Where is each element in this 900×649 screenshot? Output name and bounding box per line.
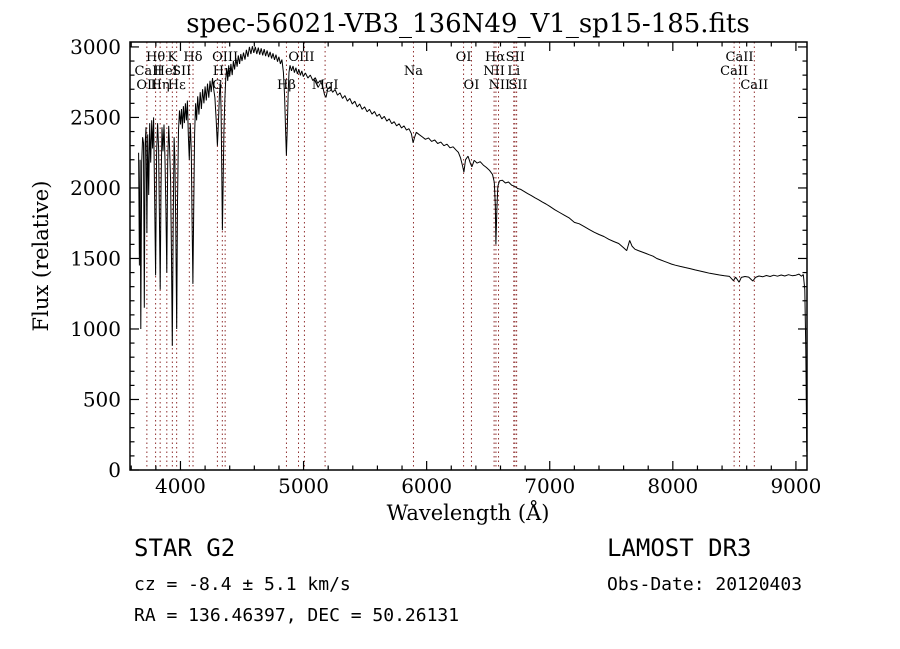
spectral-line-label: SII xyxy=(506,50,525,65)
spectral-line-label: OIII xyxy=(212,50,238,65)
spectral-line-label: SII xyxy=(172,64,191,79)
x-tick-label: 6000 xyxy=(401,474,452,498)
object-class-label: STAR G2 xyxy=(134,534,235,562)
spectral-line-label: Hθ xyxy=(146,50,165,65)
spectral-line-label: Hα xyxy=(485,50,505,65)
spectrum-trace xyxy=(138,46,808,452)
spectral-line-label: Na xyxy=(404,64,423,79)
x-tick-label: 9000 xyxy=(770,474,821,498)
plot-title: spec-56021-VB3_136N49_V1_sp15-185.fits xyxy=(186,9,749,39)
spectral-line-label: Li xyxy=(507,64,520,79)
x-tick-label: 7000 xyxy=(524,474,575,498)
spectral-line-label: Hη xyxy=(151,78,170,93)
x-tick-label: 8000 xyxy=(647,474,698,498)
spectral-line-label: OII xyxy=(136,78,157,93)
plot-frame xyxy=(129,41,808,471)
spectral-line-label: OI xyxy=(464,78,480,93)
y-tick-label: 3000 xyxy=(70,35,121,59)
x-axis-label: Wavelength (Å) xyxy=(387,500,550,525)
spectral-line-label: CaII xyxy=(134,64,162,79)
spectral-line-label: NII xyxy=(488,78,510,93)
y-axis-label: Flux (relative) xyxy=(29,181,53,332)
spectral-line-label: Hβ xyxy=(277,78,296,93)
spectral-line-label: OIII xyxy=(288,50,314,65)
spectral-line-label: HeI xyxy=(154,64,178,79)
x-tick-label: 4000 xyxy=(155,474,206,498)
spectral-line-label: Hε xyxy=(168,78,186,93)
cz-velocity-value: cz = -8.4 ± 5.1 km/s xyxy=(134,574,351,595)
ra-dec-value: RA = 136.46397, DEC = 50.26131 xyxy=(134,605,459,626)
obs-date-value: Obs-Date: 20120403 xyxy=(607,574,802,595)
y-tick-label: 1500 xyxy=(70,246,121,270)
x-tick-label: 5000 xyxy=(278,474,329,498)
spectral-line-label: G xyxy=(212,78,222,93)
spectral-line-label: OI xyxy=(456,50,472,65)
spectral-line-label: CaII xyxy=(740,78,768,93)
y-tick-label: 500 xyxy=(83,387,121,411)
y-tick-label: 2500 xyxy=(70,105,121,129)
spectral-line-label: CaII xyxy=(726,50,754,65)
spectral-line-label: Hδ xyxy=(183,50,202,65)
spectral-line-label: SII xyxy=(508,78,527,93)
y-tick-label: 1000 xyxy=(70,317,121,341)
spectral-line-label: NII xyxy=(483,64,505,79)
survey-release-label: LAMOST DR3 xyxy=(607,534,752,562)
spectral-line-label: K xyxy=(167,50,177,65)
y-tick-label: 0 xyxy=(108,458,121,482)
spectral-line-label: CaII xyxy=(720,64,748,79)
spectral-line-label: MgI xyxy=(312,78,339,93)
y-tick-label: 2000 xyxy=(70,176,121,200)
